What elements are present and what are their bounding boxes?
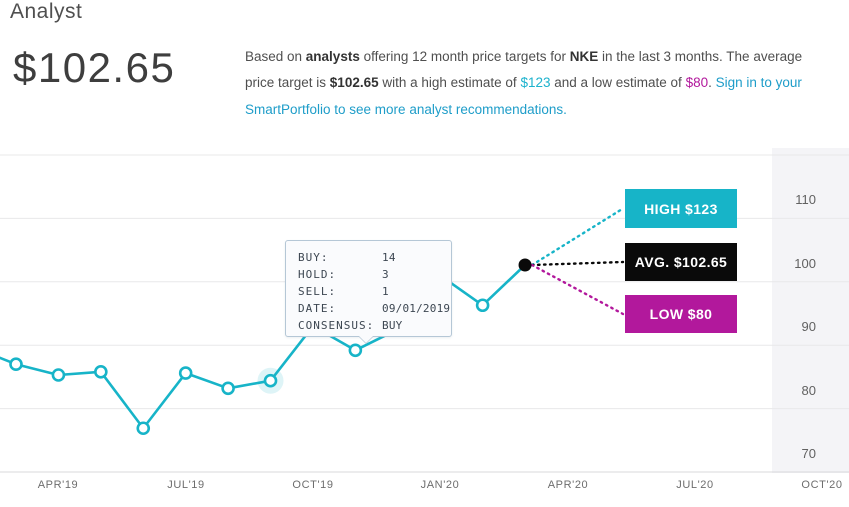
connector-line [530, 263, 625, 316]
description-text: and a low estimate of [550, 75, 686, 91]
low-flag: LOW $80 [625, 295, 737, 333]
avg-flag: AVG. $102.65 [625, 243, 737, 281]
description-text: in the last 3 months. The average price … [245, 49, 803, 91]
data-point-marker[interactable] [221, 381, 235, 396]
tooltip-label: BUY: [298, 251, 329, 264]
data-point-marker[interactable] [51, 368, 66, 382]
x-axis-label: JUL'19 [167, 479, 205, 491]
y-axis-band [772, 148, 849, 473]
tooltip-label: CONSENSUS: [298, 319, 375, 332]
data-point-marker[interactable] [348, 343, 363, 358]
tooltip-value: 09/01/2019 [382, 302, 451, 315]
description-text: offering 12 month price targets for [359, 49, 570, 64]
description: Based on analysts offering 12 month pric… [245, 44, 817, 123]
x-axis-label: OCT'20 [801, 479, 843, 491]
description-text: Based on [245, 49, 306, 64]
tooltip-row-consensus: CONSENSUS: BUY [298, 317, 451, 334]
data-point-marker[interactable] [178, 366, 193, 380]
y-axis-label: 70 [801, 446, 816, 461]
tooltip-label: HOLD: [298, 268, 337, 281]
data-point-marker[interactable] [94, 365, 108, 379]
tooltip: BUY: 14 HOLD: 3 SELL: 1 DATE: 09/01/2019… [285, 240, 452, 344]
x-axis-label: APR'19 [37, 479, 79, 491]
tooltip-value: BUY [382, 319, 403, 332]
y-axis-label: 80 [801, 383, 816, 398]
x-axis-label: APR'20 [547, 479, 589, 491]
average-target-bold: $102.65 [329, 75, 379, 91]
description-text: with a high estimate of [378, 75, 521, 91]
widget-title: Analyst [10, 0, 83, 23]
data-point-marker[interactable] [136, 421, 151, 436]
y-axis-label: 110 [795, 192, 816, 207]
x-axis-label: OCT'19 [292, 479, 334, 491]
y-axis-label: 90 [801, 319, 816, 334]
tooltip-row-sell: SELL: 1 [298, 283, 451, 300]
ticker-symbol: NKE [569, 49, 599, 64]
high-estimate-value: $123 [520, 75, 551, 91]
tooltip-value: 3 [382, 268, 389, 281]
tooltip-value: 1 [382, 285, 389, 298]
data-point-marker[interactable] [263, 373, 278, 388]
tooltip-label: DATE: [298, 302, 337, 315]
tooltip-value: 14 [382, 251, 396, 264]
analysts-bold: analysts [305, 49, 360, 64]
data-point-marker[interactable] [9, 357, 23, 372]
average-target-dot[interactable] [518, 258, 532, 272]
low-estimate-value: $80 [685, 75, 709, 91]
x-axis-label: JAN'20 [420, 479, 460, 491]
tooltip-row-date: DATE: 09/01/2019 [298, 300, 451, 317]
smartportfolio-signin-link[interactable]: Sign in to your SmartPortfolio to see mo… [245, 75, 802, 117]
tooltip-row-buy: BUY: 14 [298, 249, 451, 266]
data-point-marker[interactable] [475, 298, 490, 313]
high-flag: HIGH $123 [625, 189, 737, 228]
average-price-target: $102.65 [13, 44, 176, 91]
tooltip-label: SELL: [298, 285, 337, 298]
tooltip-pointer [358, 335, 374, 344]
x-axis-label: JUL'20 [676, 479, 714, 491]
tooltip-row-hold: HOLD: 3 [298, 266, 451, 283]
connector-line [530, 260, 625, 267]
y-axis-label: 100 [794, 256, 816, 271]
description-text: . [708, 75, 716, 91]
connector-line [530, 207, 625, 267]
